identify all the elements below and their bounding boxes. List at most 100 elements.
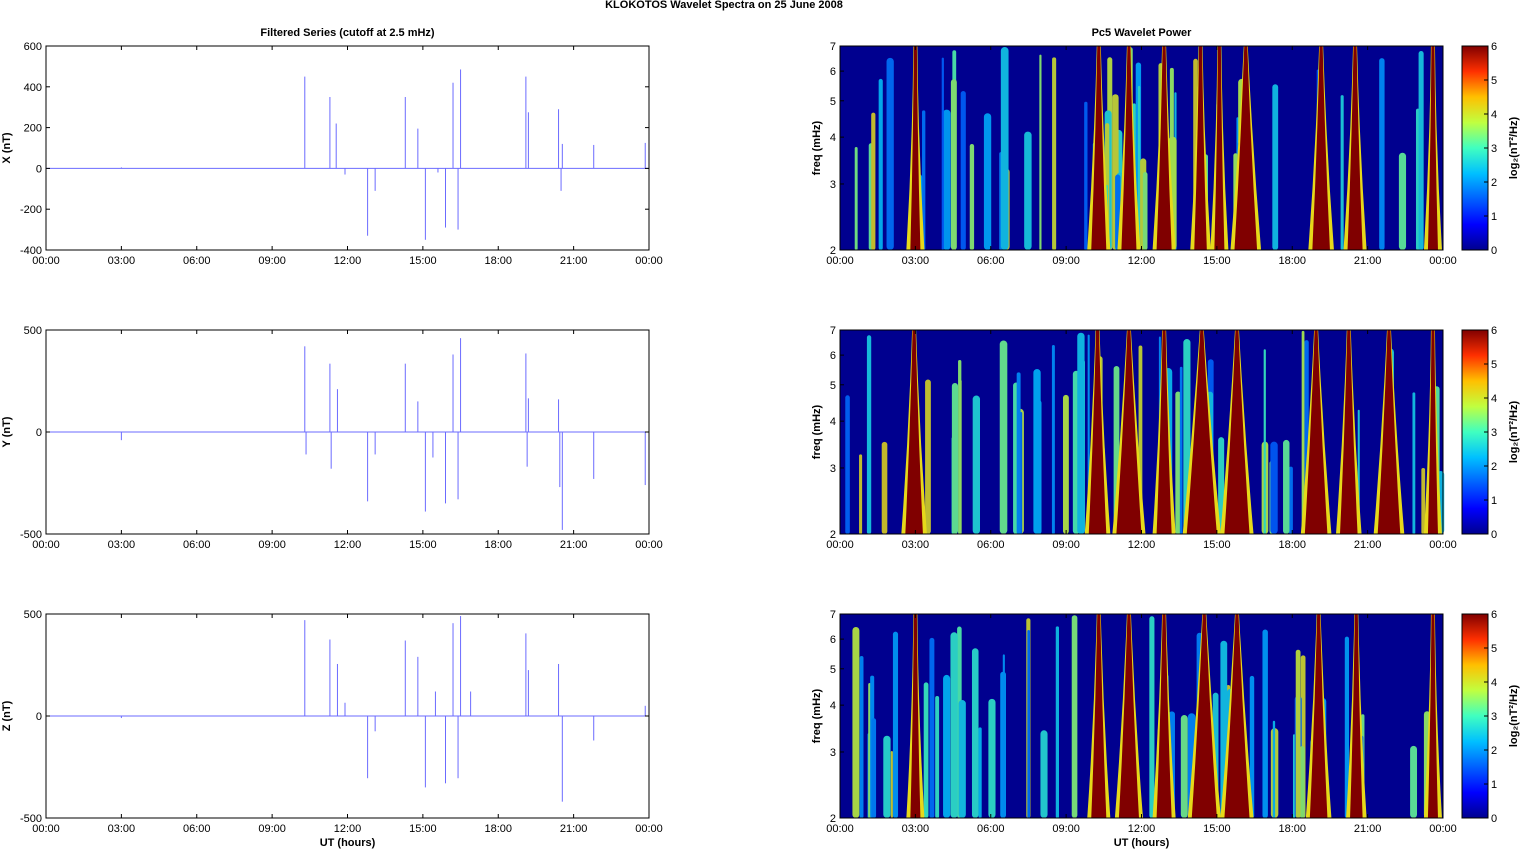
- x-tick-label: 06:00: [977, 539, 1005, 551]
- x-tick-label: 00:00: [826, 539, 854, 551]
- power-streak: [1175, 391, 1181, 534]
- power-streak: [923, 682, 929, 818]
- y-tick-label: 6: [830, 66, 836, 78]
- x-tick-label: 12:00: [334, 255, 362, 267]
- power-streak: [1016, 372, 1021, 534]
- x-tick-label: 12:00: [1128, 823, 1156, 835]
- x-axis-label: UT (hours): [320, 837, 376, 849]
- power-streak: [1262, 629, 1268, 818]
- power-streak: [1340, 95, 1344, 250]
- power-streak: [1027, 629, 1031, 818]
- power-streak: [1283, 439, 1290, 534]
- power-streak: [1344, 636, 1350, 818]
- power-streaks: [854, 47, 1424, 251]
- panels-group: Filtered Series (cutoff at 2.5 mHz)60040…: [1, 27, 1520, 849]
- power-band: [1377, 330, 1401, 534]
- y-axis-label: freq (mHz): [811, 688, 823, 743]
- power-band: [1427, 46, 1438, 250]
- power-streak: [1295, 649, 1301, 818]
- power-band: [1186, 330, 1217, 534]
- power-streak: [1180, 715, 1188, 818]
- x-tick-label: 15:00: [409, 539, 437, 551]
- power-streak: [1024, 131, 1032, 250]
- power-streak: [871, 112, 876, 250]
- power-streak: [1071, 615, 1078, 818]
- power-streak: [1149, 616, 1155, 818]
- power-band: [1156, 614, 1172, 818]
- colorbar-tick-label: 3: [1491, 143, 1497, 155]
- x-tick-label: 21:00: [560, 539, 588, 551]
- power-streak: [1301, 330, 1305, 534]
- y-tick-label: 3: [830, 463, 836, 475]
- x-tick-label: 21:00: [1354, 539, 1382, 551]
- series-panel-y: 500 0 -500 Y (nT) 00:00 03:00 06:00 09:00 12:00 1…: [1, 325, 663, 551]
- power-streak: [1410, 745, 1418, 818]
- x-tick-label: 09:00: [1052, 255, 1080, 267]
- x-tick-label: 15:00: [409, 255, 437, 267]
- x-tick-label: 18:00: [484, 539, 512, 551]
- power-band: [910, 46, 921, 250]
- power-streak: [1421, 467, 1426, 534]
- x-tick-label: 12:00: [1128, 255, 1156, 267]
- y-tick-label: 0: [36, 711, 42, 723]
- power-streak: [878, 78, 883, 250]
- colorbar-tick-label: 0: [1491, 529, 1497, 541]
- x-tick-label: 06:00: [183, 539, 211, 551]
- x-tick-label: 00:00: [826, 823, 854, 835]
- power-streak: [1398, 152, 1407, 250]
- y-tick-label: 7: [830, 325, 836, 337]
- power-streak: [845, 395, 850, 534]
- power-band: [1224, 330, 1250, 534]
- power-band: [905, 330, 923, 534]
- power-streak: [983, 113, 992, 250]
- y-tick-label: 5: [830, 664, 836, 676]
- colorbar: [1461, 329, 1489, 535]
- colorbar-label: log₂(nT²/Hz): [1508, 401, 1520, 464]
- x-axis-label: UT (hours): [1114, 837, 1170, 849]
- y-tick-label: -200: [20, 204, 42, 216]
- y-tick-label: 200: [24, 123, 42, 135]
- colorbar-tick-label: 5: [1491, 75, 1497, 87]
- x-tick-label: 03:00: [108, 539, 136, 551]
- power-streak: [1263, 349, 1266, 534]
- power-streak: [922, 110, 926, 250]
- power-streak: [1062, 394, 1069, 534]
- y-tick-label: 4: [830, 416, 836, 428]
- y-tick-label: 2: [830, 813, 836, 825]
- power-streak: [929, 637, 935, 818]
- power-streak: [1040, 730, 1048, 818]
- x-tick-label: 00:00: [32, 539, 60, 551]
- power-band: [1224, 614, 1250, 818]
- power-streak: [883, 735, 891, 818]
- x-tick-label: 03:00: [902, 255, 930, 267]
- power-streak: [941, 57, 944, 251]
- power-streak: [1249, 675, 1255, 818]
- x-tick-label: 00:00: [635, 823, 663, 835]
- y-axis-label: Y (nT): [1, 416, 13, 447]
- power-streak: [1379, 58, 1385, 250]
- x-tick-label: 03:00: [108, 823, 136, 835]
- power-streak: [1299, 746, 1305, 818]
- x-tick-label: 06:00: [977, 255, 1005, 267]
- x-tick-label: 12:00: [334, 823, 362, 835]
- power-streak: [1270, 441, 1278, 534]
- power-band: [1304, 330, 1328, 534]
- x-tick-label: 06:00: [977, 823, 1005, 835]
- y-axis-label: freq (mHz): [811, 404, 823, 459]
- y-tick-label: 7: [830, 41, 836, 53]
- power-band: [1234, 46, 1258, 250]
- x-tick-label: 00:00: [1429, 539, 1457, 551]
- x-tick-label: 09:00: [258, 823, 286, 835]
- power-streak: [859, 656, 864, 818]
- x-tick-label: 18:00: [1278, 823, 1306, 835]
- power-streak: [1292, 734, 1296, 818]
- colorbar-tick-label: 6: [1491, 609, 1497, 621]
- y-tick-label: 400: [24, 82, 42, 94]
- power-streak: [1272, 720, 1276, 818]
- power-band: [1312, 46, 1330, 250]
- x-tick-label: 12:00: [1128, 539, 1156, 551]
- colorbar-tick-label: 1: [1491, 211, 1497, 223]
- y-tick-label: 600: [24, 41, 42, 53]
- x-tick-label: 18:00: [484, 255, 512, 267]
- power-band: [1121, 46, 1137, 250]
